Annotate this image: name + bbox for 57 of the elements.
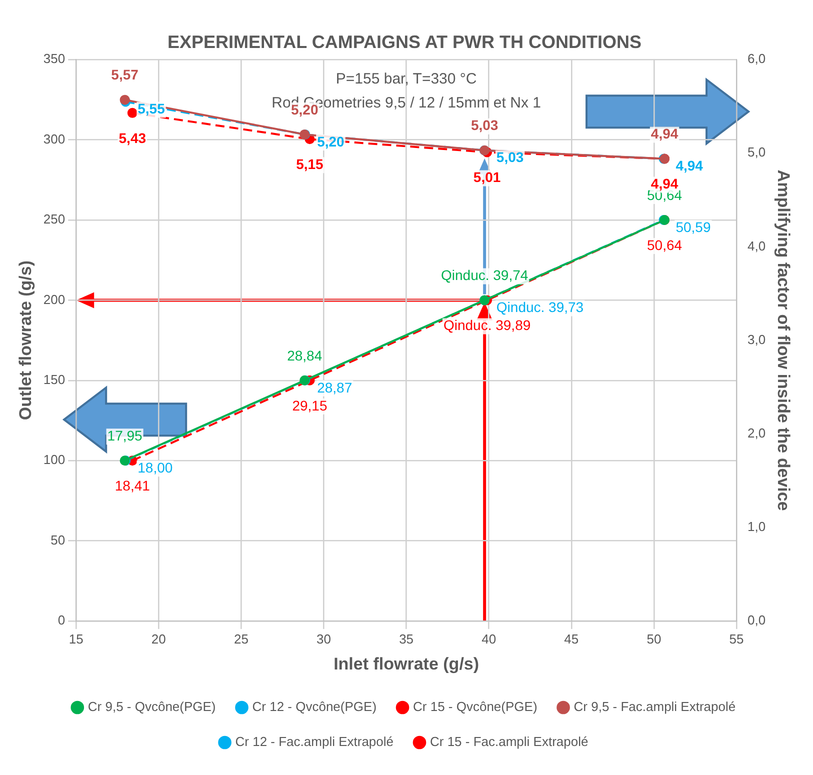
x-tick-label: 30 (316, 631, 331, 646)
legend-label: Cr 12 - Qvcône(PGE) (252, 699, 377, 714)
legend-label: Cr 12 - Fac.ampli Extrapolé (235, 734, 394, 750)
y-tick-label: 0 (58, 612, 66, 628)
x-tick-label: 45 (564, 631, 579, 646)
x-tick-label: 40 (482, 631, 496, 646)
data-label: 5,57 (111, 66, 139, 83)
y2-tick-label: 4,0 (748, 238, 766, 254)
data-label: 5,43 (118, 130, 146, 146)
annotation: 18,41 (114, 477, 150, 494)
annotation: 28,84 (287, 347, 322, 364)
annotation: Qinduc. 39,73 (496, 299, 584, 316)
annotation: 28,87 (317, 379, 352, 396)
point (127, 108, 138, 118)
y2-axis-title: Amplifying factor of flow inside the device (774, 170, 794, 511)
annotation: 18,00 (138, 459, 173, 476)
legend-label: Cr 9,5 - Fac.ampli Extrapolé (574, 699, 736, 714)
annotation: 29,15 (292, 397, 328, 414)
annotation: Qinduc. 39,74 (440, 267, 528, 284)
annotation: Qinduc. 39,89 (443, 317, 531, 334)
data-label: 4,94 (650, 126, 678, 142)
data-label: 5,01 (473, 169, 501, 186)
x-tick-label: 20 (151, 631, 166, 646)
annotation: 50,59 (676, 218, 711, 235)
y-tick-label: 100 (43, 452, 66, 468)
y-axis-title: Outlet flowrate (g/s) (16, 260, 35, 420)
y2-tick-label: 3,0 (748, 332, 766, 347)
y2-tick-label: 6,0 (748, 51, 766, 66)
x-tick-label: 15 (68, 631, 84, 646)
y-tick-label: 200 (43, 292, 66, 307)
annotation: 50,64 (647, 236, 682, 253)
data-label: 5,55 (138, 100, 166, 117)
legend-label: Cr 15 - Fac.ampli Extrapolé (430, 734, 588, 750)
x-tick-label: 25 (234, 631, 248, 646)
y2-tick-label: 5,0 (748, 144, 766, 160)
data-label: 5,15 (296, 156, 324, 172)
y2-tick-label: 1,0 (748, 519, 766, 534)
y2-tick-label: 2,0 (748, 425, 766, 440)
y-tick-label: 300 (43, 131, 66, 146)
legend-label: Cr 15 - Qvcône(PGE) (413, 699, 538, 714)
legend-label: Cr 9,5 - Qvcône(PGE) (88, 699, 216, 714)
data-label: 5,03 (470, 117, 498, 134)
y-tick-label: 350 (43, 51, 66, 66)
y2-tick-label: 0,0 (748, 612, 766, 628)
annotation: 17,95 (107, 427, 143, 444)
y-tick-label: 250 (43, 212, 66, 227)
y-tick-label: 150 (43, 372, 66, 387)
y-tick-label: 50 (50, 532, 66, 548)
text: P=155 bar, T=330 °C (336, 70, 477, 88)
x-tick-label: 55 (729, 631, 744, 646)
x-axis-title: Inlet flowrate (g/s) (334, 654, 480, 674)
x-tick-label: 50 (646, 631, 662, 646)
x-tick-label: 35 (399, 631, 414, 646)
data-label: 5,03 (496, 149, 524, 166)
data-label: 5,20 (317, 133, 345, 150)
chart-title: EXPERIMENTAL CAMPAIGNS AT PWR TH CONDITIONS (167, 32, 642, 52)
data-label: 4,94 (676, 158, 704, 174)
